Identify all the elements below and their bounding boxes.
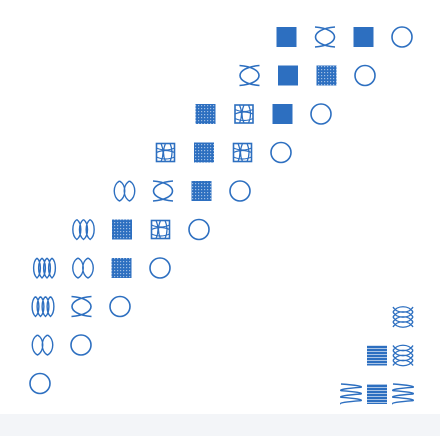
meshed-square-icon <box>155 142 176 163</box>
circle-icon <box>391 26 413 48</box>
circle-icon <box>109 295 131 318</box>
circle-icon <box>149 257 171 279</box>
striped-square-icon <box>367 345 387 366</box>
circle-icon <box>70 334 92 356</box>
zigzag-icon <box>391 383 415 405</box>
striped-square-icon <box>367 384 387 404</box>
circle-icon <box>188 218 210 241</box>
circle-icon <box>270 141 292 164</box>
meshed-square-icon <box>234 104 254 124</box>
double-loop-icon <box>72 257 94 279</box>
circle-icon <box>229 180 251 202</box>
quad-loop-icon <box>31 295 55 318</box>
circle-icon <box>29 372 51 395</box>
zigzag-icon <box>339 383 363 405</box>
meshed-square-icon <box>150 219 171 240</box>
stacked-loop-icon <box>392 306 414 328</box>
double-loop-icon <box>31 334 54 356</box>
dotted-square-icon <box>195 104 216 124</box>
crossed-loop-icon <box>239 64 260 87</box>
crossed-loop-icon <box>314 26 336 48</box>
circle-icon <box>354 64 376 87</box>
dotted-square-icon <box>191 181 212 201</box>
stacked-loop-icon <box>392 344 414 367</box>
solid-square-icon <box>276 27 297 47</box>
quad-loop-icon <box>32 257 57 279</box>
solid-square-icon <box>272 104 293 124</box>
meshed-square-icon <box>232 142 253 163</box>
circle-icon <box>310 103 332 125</box>
dotted-square-icon <box>112 219 132 240</box>
solid-square-icon <box>353 27 374 47</box>
double-loop-icon <box>113 180 136 202</box>
crossed-loop-icon <box>152 180 174 202</box>
solid-square-icon <box>278 65 298 86</box>
dotted-square-icon <box>316 65 337 86</box>
dotted-square-icon <box>194 142 214 163</box>
dotted-square-icon <box>111 258 132 278</box>
bottom-band <box>0 414 440 436</box>
crossed-loop-icon <box>71 295 92 318</box>
triple-loop-icon <box>72 218 95 241</box>
